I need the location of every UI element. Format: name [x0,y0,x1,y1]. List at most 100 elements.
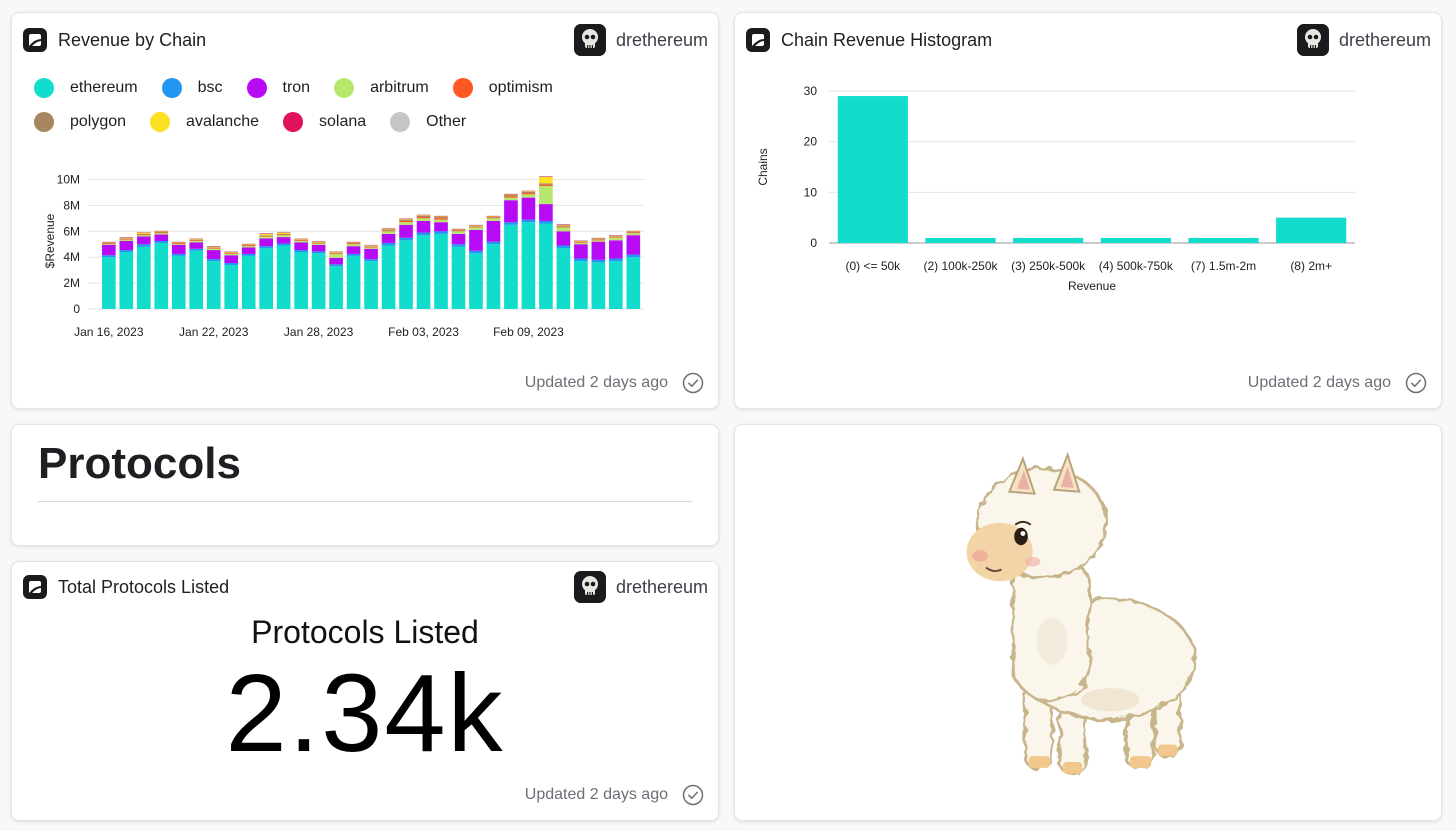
bar-segment [609,240,623,259]
y-tick-label: 6M [63,224,80,238]
bar-segment [486,217,501,218]
bar-segment [539,176,553,177]
card-title[interactable]: Chain Revenue Histogram [781,29,993,50]
bar-segment [504,224,518,309]
legend-item-avalanche[interactable]: avalanche [150,112,259,132]
legend-item-other[interactable]: Other [390,112,466,132]
bar-segment [136,231,151,233]
bar-segment [224,253,239,256]
bar-segment [434,216,448,218]
legend-item-solana[interactable]: solana [283,112,366,132]
bar-segment [206,246,221,248]
bar-segment [206,261,221,309]
bar-segment [154,234,169,241]
bar-segment [189,239,204,241]
legend-item-arbitrum[interactable]: arbitrum [334,78,429,98]
legend-label: Other [426,113,467,130]
bar-segment [521,190,536,191]
bar-segment [399,224,413,238]
bar-segment [469,227,483,230]
bar-segment [276,243,291,246]
card-title[interactable]: Total Protocols Listed [58,576,230,597]
histogram-bar [925,237,996,243]
bar-segment [574,242,588,243]
bar-segment [119,250,134,253]
bar-segment [626,257,641,309]
card-title[interactable]: Revenue by Chain [58,29,207,50]
chart-legend: ethereum bsc tron arbitrum optimism poly… [34,71,634,139]
bar-segment [119,237,134,239]
llama-illustration-icon [966,451,1197,776]
bar-segment [259,246,273,249]
bar-segment [206,248,221,249]
check-circle-icon[interactable] [682,784,704,806]
bar-segment [276,232,291,234]
bar-segment [486,218,501,221]
updated-text: Updated 2 days ago [1247,374,1391,391]
bar-segment [486,215,501,217]
bar-segment [381,245,396,309]
bar-segment [241,253,256,256]
bar-segment [539,184,553,186]
bar-segment [154,230,169,232]
bar-segment [311,251,326,254]
bar-segment [381,227,396,229]
bar-segment [539,176,553,184]
bar-segment [329,253,343,254]
x-tick-label: Jan 22, 2023 [179,325,249,339]
bar-segment [434,217,448,219]
bar-segment [504,197,518,201]
legend-item-optimism[interactable]: optimism [452,78,553,98]
y-tick-label: 10 [804,185,818,199]
bar-segment [434,219,448,223]
y-tick-label: 4M [63,250,80,264]
bar-segment [434,233,448,309]
y-axis-label: $Revenue [43,213,57,268]
card-header: Revenue by Chain drethereum [22,24,708,56]
bar-segment [136,236,151,245]
legend-item-tron[interactable]: tron [246,78,310,98]
bar-segment [434,218,448,220]
author-link[interactable]: drethereum [573,571,708,603]
bar-segment [521,191,536,194]
bar-segment [224,252,239,253]
updated-status: Updated 2 days ago [1248,372,1427,394]
bar-segment [591,239,606,241]
bar-segment [171,244,186,245]
bar-segment [311,241,326,242]
bar-segment [364,245,378,246]
bar-segment [539,223,553,309]
bar-segment [556,248,571,309]
legend-label: optimism [488,79,553,96]
bar-segment [556,225,571,227]
bar-segment [171,242,186,243]
bar-segment [539,204,553,221]
legend-item-bsc[interactable]: bsc [161,78,223,98]
y-tick-label: 0 [73,302,80,316]
bar-segment [556,231,571,246]
bar-segment [521,193,536,195]
legend-item-ethereum[interactable]: ethereum [34,78,138,98]
legend-item-polygon[interactable]: polygon [34,112,126,132]
bar-segment [451,229,466,230]
bar-segment [241,243,256,244]
bar-segment [189,250,204,309]
bar-segment [574,244,588,259]
x-tick-label: Jan 28, 2023 [284,325,354,339]
bar-segment [241,255,256,309]
check-circle-icon[interactable] [682,372,704,394]
bar-segment [539,220,553,224]
bar-segment [504,195,518,197]
author-link[interactable]: drethereum [573,24,708,56]
bar-segment [591,259,606,263]
bar-segment [311,241,326,243]
bar-segment [346,241,361,243]
bar-segment [609,235,623,236]
bar-segment [609,236,623,238]
x-tick-label: (3) 250k-500k [1011,259,1086,273]
bar-segment [276,235,291,238]
legend-dot [452,78,473,98]
bar-segment [224,255,239,264]
author-link[interactable]: drethereum [1296,24,1431,56]
check-circle-icon[interactable] [1405,372,1427,394]
